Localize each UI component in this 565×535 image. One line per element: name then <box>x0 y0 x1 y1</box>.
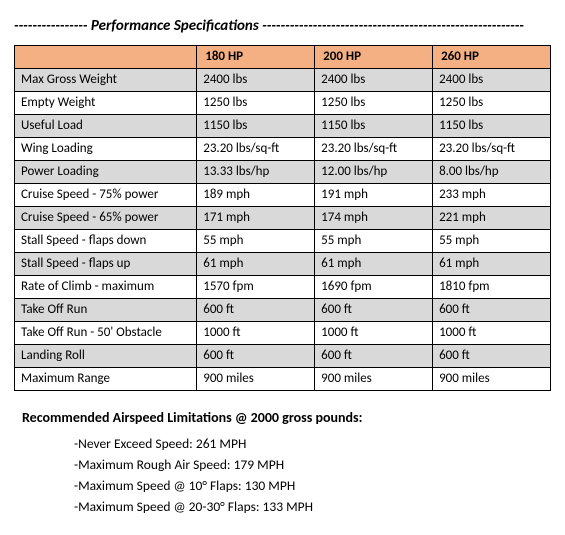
table-row: Landing Roll600 ft600 ft600 ft <box>15 345 551 368</box>
row-value: 13.33 lbs/hp <box>197 161 315 184</box>
limitation-item: -Maximum Speed @ 20-30° Flaps: 133 MPH <box>74 497 551 518</box>
row-label: Take Off Run <box>15 299 197 322</box>
title-dashes-right: ----------------------------------------… <box>262 17 524 35</box>
row-value: 191 mph <box>315 184 433 207</box>
row-label: Wing Loading <box>15 138 197 161</box>
row-value: 1150 lbs <box>315 115 433 138</box>
row-value: 600 ft <box>433 345 551 368</box>
table-row: Stall Speed - flaps up61 mph61 mph61 mph <box>15 253 551 276</box>
row-value: 23.20 lbs/sq-ft <box>197 138 315 161</box>
table-body: Max Gross Weight2400 lbs2400 lbs2400 lbs… <box>15 69 551 391</box>
table-row: Cruise Speed - 75% power189 mph191 mph23… <box>15 184 551 207</box>
row-value: 1690 fpm <box>315 276 433 299</box>
row-value: 1150 lbs <box>197 115 315 138</box>
row-value: 1150 lbs <box>433 115 551 138</box>
row-value: 1000 ft <box>197 322 315 345</box>
limitations-heading: Recommended Airspeed Limitations @ 2000 … <box>14 391 551 434</box>
row-value: 600 ft <box>433 299 551 322</box>
row-value: 55 mph <box>197 230 315 253</box>
table-row: Take Off Run - 50' Obstacle1000 ft1000 f… <box>15 322 551 345</box>
table-row: Maximum Range900 miles900 miles900 miles <box>15 368 551 391</box>
row-value: 600 ft <box>315 345 433 368</box>
table-row: Wing Loading23.20 lbs/sq-ft23.20 lbs/sq-… <box>15 138 551 161</box>
col-header-260hp: 260 HP <box>433 46 551 69</box>
limitation-item: -Never Exceed Speed: 261 MPH <box>74 434 551 455</box>
row-value: 2400 lbs <box>315 69 433 92</box>
limitation-item: -Maximum Speed @ 10° Flaps: 130 MPH <box>74 476 551 497</box>
table-header-row: 180 HP 200 HP 260 HP <box>15 46 551 69</box>
table-row: Max Gross Weight2400 lbs2400 lbs2400 lbs <box>15 69 551 92</box>
row-value: 1250 lbs <box>433 92 551 115</box>
row-label: Take Off Run - 50' Obstacle <box>15 322 197 345</box>
row-label: Power Loading <box>15 161 197 184</box>
table-row: Power Loading13.33 lbs/hp12.00 lbs/hp8.0… <box>15 161 551 184</box>
row-label: Cruise Speed - 75% power <box>15 184 197 207</box>
row-value: 1810 fpm <box>433 276 551 299</box>
row-value: 1570 fpm <box>197 276 315 299</box>
row-value: 900 miles <box>315 368 433 391</box>
row-value: 171 mph <box>197 207 315 230</box>
row-value: 900 miles <box>197 368 315 391</box>
row-value: 61 mph <box>433 253 551 276</box>
row-value: 600 ft <box>197 299 315 322</box>
spec-table: 180 HP 200 HP 260 HP Max Gross Weight240… <box>14 45 551 391</box>
table-row: Take Off Run600 ft600 ft600 ft <box>15 299 551 322</box>
limitations-list: -Never Exceed Speed: 261 MPH-Maximum Rou… <box>14 434 551 518</box>
row-value: 23.20 lbs/sq-ft <box>433 138 551 161</box>
col-header-200hp: 200 HP <box>315 46 433 69</box>
table-row: Empty Weight1250 lbs1250 lbs1250 lbs <box>15 92 551 115</box>
table-row: Rate of Climb - maximum1570 fpm1690 fpm1… <box>15 276 551 299</box>
row-label: Cruise Speed - 65% power <box>15 207 197 230</box>
row-label: Max Gross Weight <box>15 69 197 92</box>
row-label: Empty Weight <box>15 92 197 115</box>
row-value: 8.00 lbs/hp <box>433 161 551 184</box>
row-label: Useful Load <box>15 115 197 138</box>
row-value: 1000 ft <box>433 322 551 345</box>
col-header-blank <box>15 46 197 69</box>
row-value: 61 mph <box>197 253 315 276</box>
row-value: 23.20 lbs/sq-ft <box>315 138 433 161</box>
row-value: 900 miles <box>433 368 551 391</box>
row-label: Stall Speed - flaps up <box>15 253 197 276</box>
row-value: 600 ft <box>315 299 433 322</box>
row-value: 174 mph <box>315 207 433 230</box>
col-header-180hp: 180 HP <box>197 46 315 69</box>
table-row: Stall Speed - flaps down55 mph55 mph55 m… <box>15 230 551 253</box>
row-value: 12.00 lbs/hp <box>315 161 433 184</box>
section-title: ---------------- Performance Specificati… <box>14 14 551 45</box>
limitation-item: -Maximum Rough Air Speed: 179 MPH <box>74 455 551 476</box>
row-label: Landing Roll <box>15 345 197 368</box>
row-value: 1250 lbs <box>315 92 433 115</box>
row-value: 55 mph <box>433 230 551 253</box>
title-dashes-left: ---------------- <box>14 17 87 35</box>
table-row: Useful Load1150 lbs1150 lbs1150 lbs <box>15 115 551 138</box>
row-value: 189 mph <box>197 184 315 207</box>
row-value: 61 mph <box>315 253 433 276</box>
row-value: 233 mph <box>433 184 551 207</box>
row-value: 600 ft <box>197 345 315 368</box>
row-value: 2400 lbs <box>433 69 551 92</box>
row-value: 221 mph <box>433 207 551 230</box>
row-label: Stall Speed - flaps down <box>15 230 197 253</box>
row-value: 55 mph <box>315 230 433 253</box>
table-row: Cruise Speed - 65% power171 mph174 mph22… <box>15 207 551 230</box>
row-value: 2400 lbs <box>197 69 315 92</box>
row-label: Maximum Range <box>15 368 197 391</box>
row-value: 1000 ft <box>315 322 433 345</box>
row-value: 1250 lbs <box>197 92 315 115</box>
title-text: Performance Specifications <box>87 17 262 35</box>
row-label: Rate of Climb - maximum <box>15 276 197 299</box>
